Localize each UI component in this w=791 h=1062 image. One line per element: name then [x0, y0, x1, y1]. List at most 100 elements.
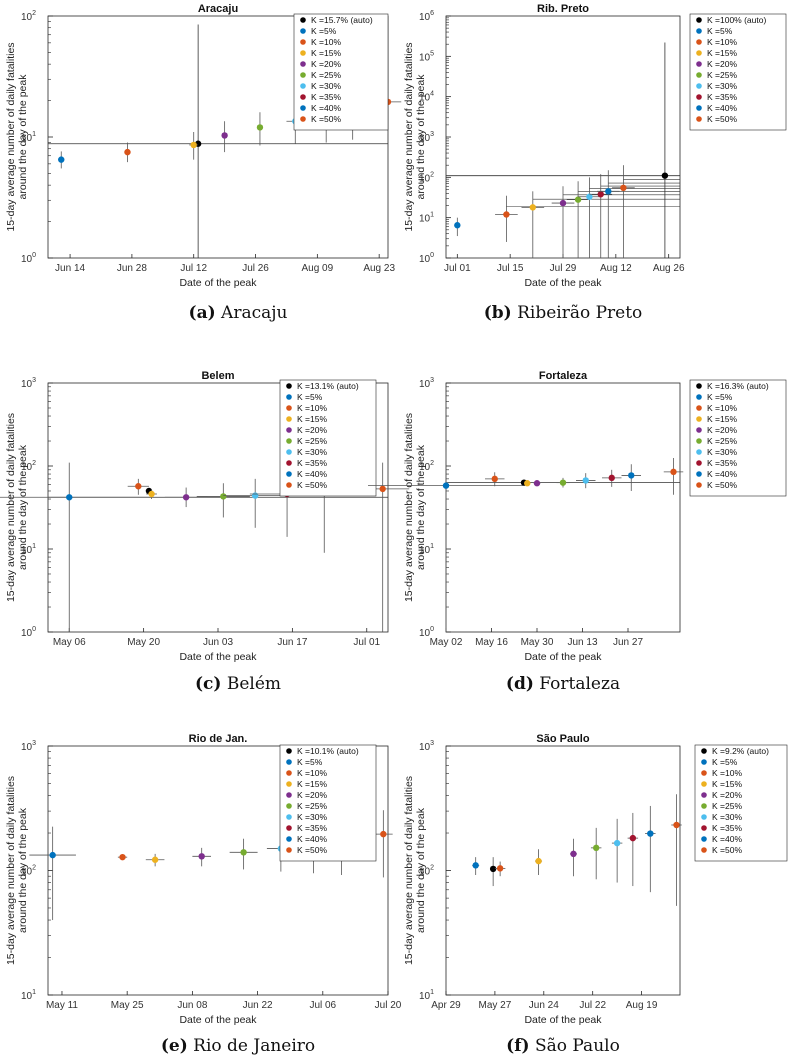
- data-point-k10: [119, 853, 126, 861]
- legend-marker: [701, 803, 707, 809]
- data-point-k20: [198, 853, 205, 860]
- x-tick-label: May 16: [475, 637, 508, 648]
- legend-label: K =10.1% (auto): [297, 746, 359, 756]
- legend-marker: [696, 17, 702, 23]
- y-tick-exponent: 4: [430, 91, 434, 98]
- legend-marker: [286, 449, 292, 455]
- legend-marker: [696, 471, 702, 477]
- y-axis-label: 15-day average number of daily fatalitie…: [5, 42, 29, 231]
- legend: K =15.7% (auto)K =5%K =10%K =15%K =20%K …: [293, 13, 389, 131]
- y-tick-exponent: 3: [32, 377, 36, 384]
- legend-label: K =5%: [707, 392, 733, 402]
- legend-marker: [286, 847, 292, 853]
- legend: K =9.2% (auto)K =5%K =10%K =15%K =20%K =…: [694, 744, 788, 862]
- legend-marker: [286, 416, 292, 422]
- x-tick-label: Jul 20: [375, 1000, 402, 1011]
- legend-label: K =20%: [297, 790, 327, 800]
- x-tick-label: May 25: [111, 1000, 144, 1011]
- x-tick-label: Jun 03: [203, 637, 233, 648]
- legend: K =10.1% (auto)K =5%K =10%K =15%K =20%K …: [279, 744, 377, 862]
- legend-label: K =15%: [707, 414, 737, 424]
- legend: K =16.3% (auto)K =5%K =10%K =15%K =20%K …: [689, 379, 787, 497]
- legend-label: K =10%: [707, 37, 737, 47]
- legend-marker: [286, 405, 292, 411]
- data-point-k5: [49, 851, 56, 859]
- legend-label: K =30%: [707, 81, 737, 91]
- x-tick-label: Jul 01: [353, 637, 380, 648]
- y-tick-label: 103: [419, 740, 434, 753]
- x-tick-label: Aug 09: [301, 263, 333, 274]
- data-point-k35: [629, 834, 637, 842]
- legend-marker: [696, 94, 702, 100]
- data-point-k35: [608, 474, 615, 482]
- legend-marker: [286, 471, 292, 477]
- data-point-k10: [503, 211, 510, 218]
- data-point-k20: [570, 850, 577, 858]
- legend-marker: [696, 427, 702, 433]
- y-axis-label-line: 15-day average number of daily fatalitie…: [403, 42, 415, 231]
- legend-marker: [696, 61, 702, 67]
- data-point-k5: [442, 482, 450, 489]
- data-point-k40: [605, 188, 612, 195]
- legend-label: K =30%: [311, 81, 341, 91]
- data-point-k10: [496, 865, 504, 872]
- legend-label: K =5%: [712, 757, 738, 767]
- legend-marker: [300, 28, 306, 34]
- data-point-k15: [148, 490, 155, 498]
- data-point-k5: [454, 222, 461, 229]
- data-point-auto: [489, 865, 497, 873]
- legend-marker: [696, 394, 702, 400]
- y-tick-exponent: 1: [32, 989, 36, 996]
- legend-label: K =30%: [297, 447, 327, 457]
- y-axis-label-line: 15-day average number of daily fatalitie…: [5, 42, 17, 231]
- chart-title: Rib. Preto: [537, 3, 589, 15]
- y-tick-exponent: 3: [430, 131, 434, 138]
- legend-label: K =50%: [297, 480, 327, 490]
- y-axis-label: 15-day average number of daily fatalitie…: [403, 413, 427, 602]
- data-point-k20: [221, 132, 228, 139]
- x-tick-label: May 27: [478, 1000, 511, 1011]
- y-axis-label-line: around the day of the peak: [17, 74, 29, 200]
- legend-box: [689, 379, 787, 497]
- data-point-k15: [529, 204, 537, 211]
- legend-label: K =35%: [311, 92, 341, 102]
- chart-title: Aracaju: [198, 3, 238, 15]
- x-tick-label: Jul 12: [180, 263, 207, 274]
- legend-label: K =20%: [297, 425, 327, 435]
- y-tick-label: 103: [21, 740, 36, 753]
- legend-marker: [696, 72, 702, 78]
- legend-box: [694, 744, 788, 862]
- x-tick-label: Jun 22: [243, 1000, 273, 1011]
- chart-title: Rio de Jan.: [189, 733, 248, 745]
- y-tick-exponent: 2: [430, 460, 434, 467]
- legend-label: K =15%: [712, 779, 742, 789]
- legend-marker: [696, 83, 702, 89]
- data-point-k5: [472, 862, 479, 869]
- x-tick-label: May 11: [46, 1000, 78, 1011]
- legend-label: K =25%: [707, 436, 737, 446]
- x-tick-label: Jul 29: [550, 263, 577, 274]
- data-point-k40: [628, 472, 635, 479]
- chart-title: São Paulo: [536, 733, 589, 745]
- x-tick-label: Jul 22: [579, 1000, 606, 1011]
- data-point-k50: [379, 485, 386, 493]
- legend-label: K =15%: [297, 779, 327, 789]
- x-tick-label: Aug 19: [626, 1000, 658, 1011]
- legend-label: K =25%: [311, 70, 341, 80]
- panel-caption-name: São Paulo: [530, 1036, 620, 1056]
- x-tick-label: Jun 13: [567, 637, 597, 648]
- x-axis-label: Date of the peak: [524, 277, 602, 289]
- plot-frame: [445, 745, 681, 996]
- plot-frame: [445, 382, 681, 633]
- legend-label: K =40%: [707, 469, 737, 479]
- x-tick-label: Jun 14: [55, 263, 85, 274]
- legend-marker: [701, 847, 707, 853]
- legend-marker: [300, 105, 306, 111]
- data-point-k25: [256, 124, 264, 131]
- legend-marker: [696, 105, 702, 111]
- panel-caption-label: (c): [195, 674, 221, 694]
- legend-marker: [286, 394, 292, 400]
- legend-label: K =50%: [311, 114, 341, 124]
- y-tick-exponent: 0: [430, 626, 434, 633]
